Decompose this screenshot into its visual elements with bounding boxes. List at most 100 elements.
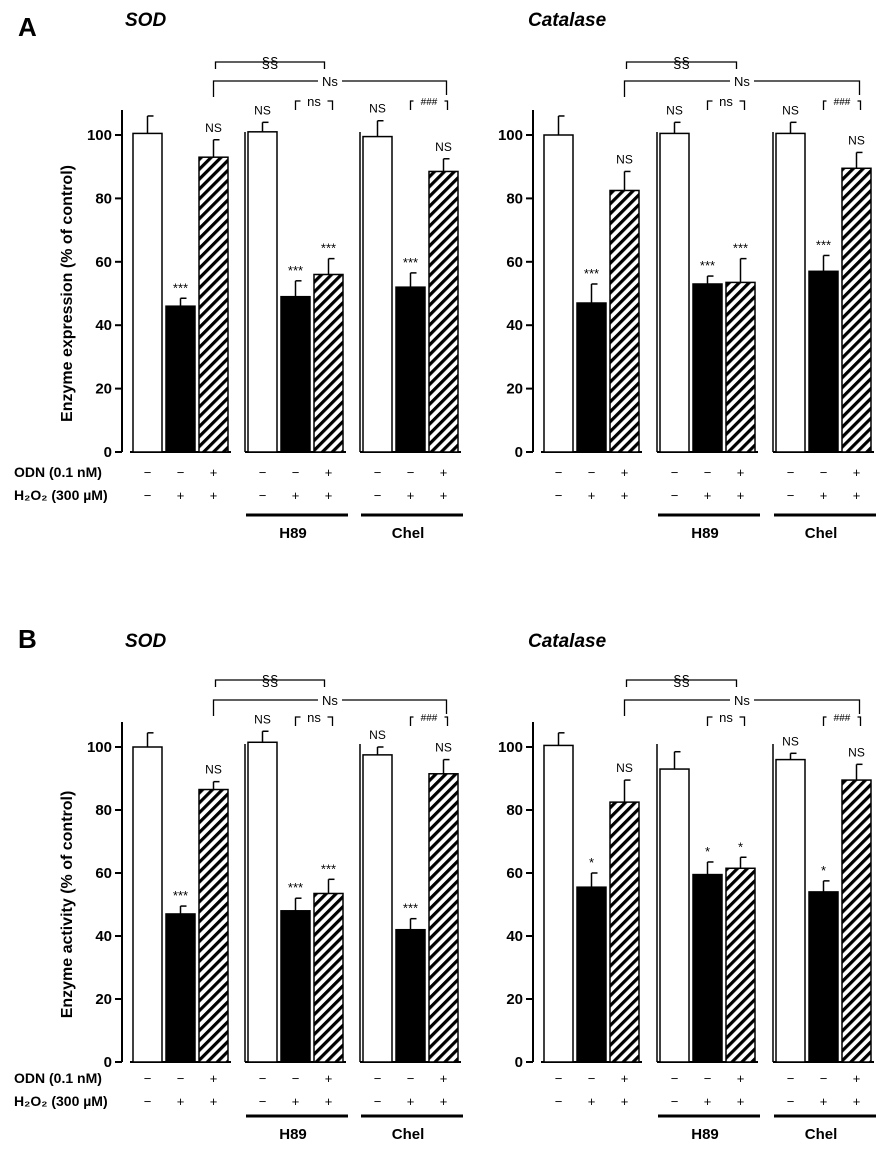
- hash-bracket: [409, 716, 449, 726]
- significance-label: *: [705, 844, 710, 859]
- significance-label: NS: [254, 103, 271, 117]
- chart-title: Catalase: [528, 631, 607, 652]
- bar: [609, 801, 640, 1063]
- panel-label-a: A: [18, 12, 37, 42]
- h2o2-sign: +: [820, 1094, 828, 1109]
- h2o2-sign: +: [853, 488, 861, 503]
- bar: [576, 886, 607, 1063]
- bar: [692, 283, 723, 453]
- odn-sign: −: [144, 1071, 152, 1086]
- h2o2-sign: +: [440, 488, 448, 503]
- section-bracket-label: §§: [262, 673, 279, 690]
- significance-label: NS: [254, 712, 271, 726]
- significance-label: ***: [321, 241, 336, 256]
- section-bracket: [214, 61, 326, 69]
- y-tick-label: 40: [95, 928, 112, 945]
- bar: [841, 167, 872, 453]
- significance-label: NS: [435, 741, 452, 755]
- section-bracket: [625, 61, 738, 69]
- h2o2-sign: +: [737, 1094, 745, 1109]
- section-bracket: [214, 679, 326, 687]
- h2o2-sign: −: [787, 488, 795, 503]
- group-label: H89: [279, 525, 307, 542]
- ns-long-label-bg: [318, 73, 342, 87]
- h2o2-sign: +: [177, 1094, 185, 1109]
- bar: [543, 744, 574, 1063]
- group-label: Chel: [392, 525, 425, 542]
- bar: [725, 281, 756, 453]
- bar: [692, 873, 723, 1063]
- h2o2-sign: −: [671, 1094, 679, 1109]
- odn-sign: −: [820, 465, 828, 480]
- significance-label: *: [821, 863, 826, 878]
- significance-label: NS: [782, 734, 799, 748]
- odn-sign: +: [440, 465, 448, 480]
- odn-sign: −: [704, 1071, 712, 1086]
- h2o2-sign: +: [210, 1094, 218, 1109]
- significance-label: NS: [205, 121, 222, 135]
- chart-title: Catalase: [528, 10, 607, 31]
- ns-long-bracket-label: Ns: [734, 693, 750, 708]
- significance-label: ***: [288, 263, 303, 278]
- significance-label: *: [589, 855, 594, 870]
- y-tick-label: 20: [506, 381, 523, 398]
- h2o2-sign: +: [820, 488, 828, 503]
- bar: [428, 773, 459, 1063]
- y-tick-label: 0: [104, 1054, 112, 1071]
- y-tick-label: 80: [506, 190, 523, 207]
- h2o2-sign: +: [621, 1094, 629, 1109]
- odn-sign: −: [704, 465, 712, 480]
- chart-title: SOD: [125, 10, 166, 31]
- ns-small-bracket-label: ns: [307, 94, 321, 109]
- h2o2-sign: +: [325, 1094, 333, 1109]
- ns-long-label-bg: [318, 692, 342, 706]
- odn-row-label: ODN (0.1 nM): [14, 464, 102, 480]
- odn-sign: −: [820, 1071, 828, 1086]
- significance-label: ***: [321, 861, 336, 876]
- h2o2-sign: −: [555, 488, 563, 503]
- odn-sign: +: [621, 1071, 629, 1086]
- ns-long-bracket-label: Ns: [734, 74, 750, 89]
- bar: [395, 928, 426, 1063]
- y-tick-label: 100: [87, 127, 112, 144]
- chart-title: SOD: [125, 631, 166, 652]
- chart-1: Catalase 0 20 40 60 80 100 − − *** − + NS + + NS − − *** − +…: [498, 10, 876, 542]
- odn-sign: +: [210, 1071, 218, 1086]
- odn-sign: −: [555, 465, 563, 480]
- chart-0: SOD Enzyme expression (% of control) 0 20 40…: [14, 10, 463, 542]
- significance-label: ***: [173, 280, 188, 295]
- odn-sign: −: [177, 465, 185, 480]
- y-tick-label: 60: [506, 254, 523, 271]
- h2o2-sign: +: [704, 488, 712, 503]
- hash-bracket-label: ###: [834, 713, 851, 724]
- h2o2-row-label: H₂O₂ (300 µM): [14, 1093, 108, 1109]
- significance-label: ***: [816, 237, 831, 252]
- odn-sign: −: [259, 465, 267, 480]
- y-tick-label: 100: [498, 739, 523, 756]
- y-tick-label: 20: [95, 381, 112, 398]
- chart-2: SOD Enzyme activity (% of control) 0 20 40 60…: [14, 631, 463, 1143]
- ns-small-bracket: [706, 716, 746, 726]
- odn-sign: +: [325, 1071, 333, 1086]
- hash-bracket: [822, 716, 862, 726]
- bar: [775, 132, 806, 453]
- bar: [198, 156, 229, 453]
- significance-label: NS: [205, 763, 222, 777]
- odn-sign: −: [292, 1071, 300, 1086]
- bar: [659, 132, 690, 453]
- h2o2-sign: +: [704, 1094, 712, 1109]
- y-tick-label: 0: [104, 444, 112, 461]
- bar: [198, 788, 229, 1063]
- hash-bracket-label: ###: [834, 97, 851, 108]
- significance-label: NS: [848, 133, 865, 147]
- y-tick-label: 0: [515, 1054, 523, 1071]
- significance-label: NS: [616, 761, 633, 775]
- significance-label: ***: [403, 255, 418, 270]
- bar: [313, 273, 344, 453]
- h2o2-sign: +: [853, 1094, 861, 1109]
- odn-sign: −: [787, 1071, 795, 1086]
- odn-sign: +: [737, 1071, 745, 1086]
- odn-row-label: ODN (0.1 nM): [14, 1070, 102, 1086]
- hash-bracket-label: ###: [421, 713, 438, 724]
- h2o2-sign: −: [259, 488, 267, 503]
